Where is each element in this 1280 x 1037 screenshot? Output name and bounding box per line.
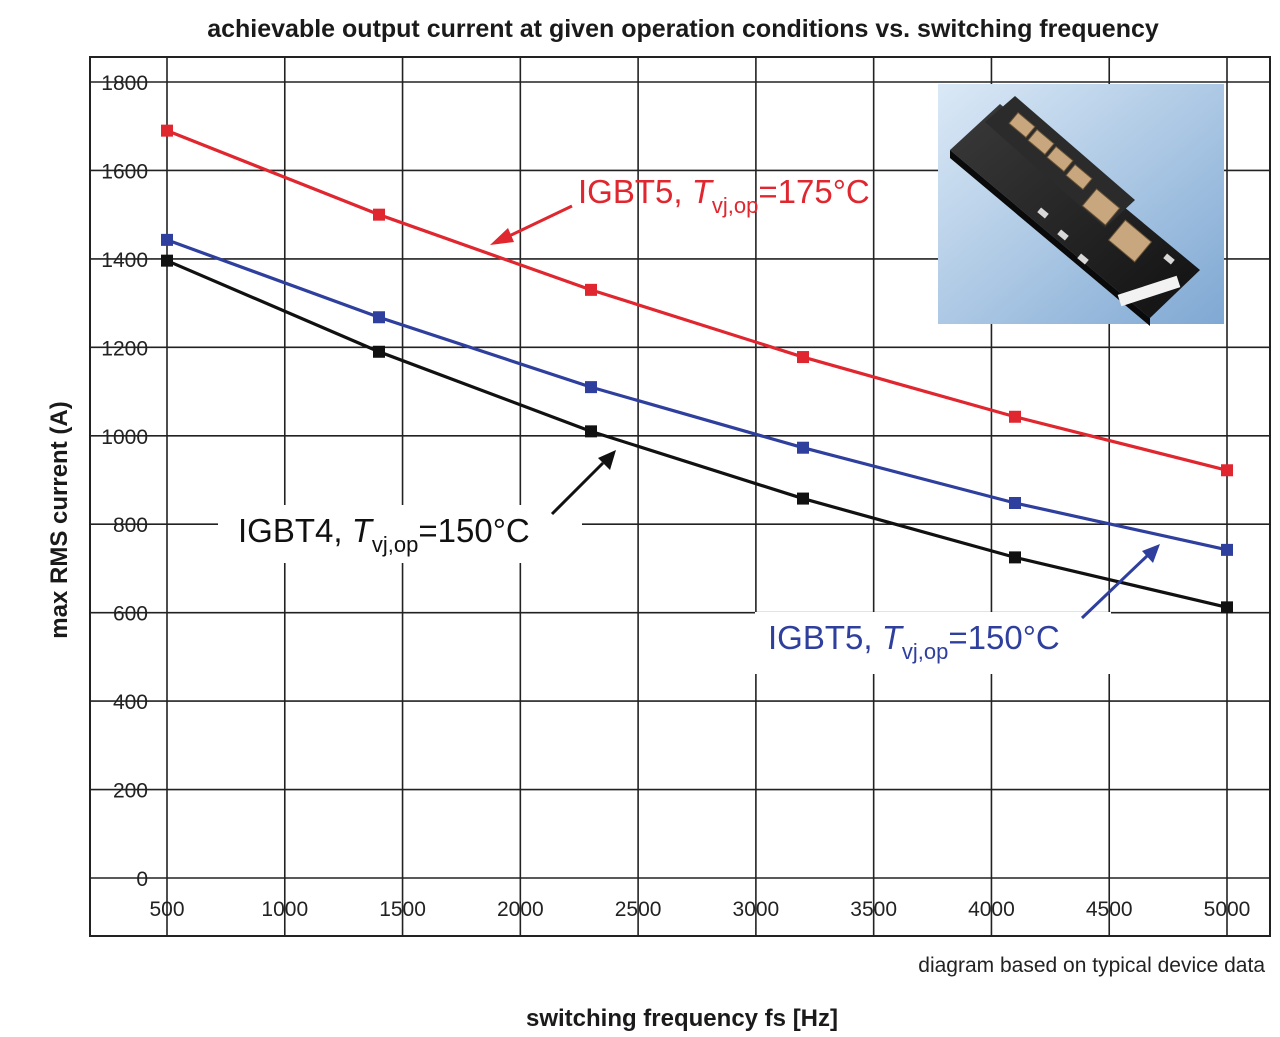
series-label-igbt5-150-main: IGBT5, [768, 619, 882, 656]
series-label-igbt5-175-T: T [692, 173, 715, 210]
series-line-igbt4-150 [166, 259, 1228, 609]
series-label-igbt5-175-main: IGBT5, [578, 173, 692, 210]
plot-frame [89, 56, 1271, 937]
series-label-igbt5-150-T: T [882, 619, 905, 656]
arrow-igbt5-150 [1080, 554, 1149, 620]
x-tick-label: 4500 [1086, 898, 1133, 921]
data-point-igbt4-150 [1221, 601, 1233, 614]
data-point-igbt5-175 [585, 283, 597, 296]
x-tick-label: 4000 [968, 898, 1015, 921]
arrow-igbt5-175 [504, 204, 573, 240]
x-tick-label: 3000 [733, 898, 780, 921]
series-label-igbt4-150-sub: vj,op [372, 532, 418, 557]
series-line-igbt5-150 [166, 238, 1228, 552]
series-igbt5-150 [161, 233, 1233, 556]
series-label-igbt5-150-sub: vj,op [902, 639, 948, 664]
x-tick-label: 5000 [1204, 898, 1251, 921]
series-label-igbt4-150-main: IGBT4, [238, 512, 352, 549]
data-point-igbt4-150 [161, 254, 173, 267]
y-tick-label: 400 [113, 691, 148, 714]
y-tick-label: 1000 [101, 426, 148, 449]
x-tick-label: 2500 [615, 898, 662, 921]
data-point-igbt4-150 [797, 492, 809, 505]
svg-text:IGBT5, Tvj,op=175°C: IGBT5, Tvj,op=175°C [578, 173, 870, 218]
igbt-module-photo [938, 84, 1224, 326]
series-label-igbt5-150-tail: =150°C [948, 619, 1059, 656]
data-point-igbt5-150 [373, 311, 385, 324]
data-point-igbt5-175 [1221, 464, 1233, 477]
annotation-arrows [490, 204, 1160, 620]
series-igbt4-150 [161, 254, 1233, 614]
data-point-igbt5-150 [1009, 496, 1021, 509]
series-layer [161, 124, 1233, 614]
series-label-igbt4-150-tail: =150°C [418, 512, 529, 549]
data-point-igbt5-175 [797, 351, 809, 364]
x-tick-label: 1000 [261, 898, 308, 921]
data-point-igbt4-150 [373, 345, 385, 358]
series-igbt5-175 [161, 124, 1233, 477]
x-tick-label: 500 [149, 898, 184, 921]
y-tick-label: 600 [113, 603, 148, 626]
series-label-igbt4-150: IGBT4, Tvj,op=150°C [218, 505, 582, 563]
arrowhead-igbt5-175 [490, 228, 514, 245]
data-point-igbt5-150 [161, 233, 173, 246]
series-line-igbt5-175 [166, 129, 1228, 472]
y-tick-label: 200 [113, 780, 148, 803]
series-label-igbt5-175-sub: vj,op [712, 193, 758, 218]
data-point-igbt4-150 [1009, 551, 1021, 564]
y-tick-label: 1800 [101, 72, 148, 95]
x-axis-title: switching frequency fs [Hz] [526, 1005, 838, 1032]
y-tick-label: 1600 [101, 160, 148, 183]
svg-text:IGBT4, Tvj,op=150°C: IGBT4, Tvj,op=150°C [238, 512, 530, 557]
svg-text:IGBT5, Tvj,op=150°C: IGBT5, Tvj,op=150°C [768, 619, 1060, 664]
arrowhead-igbt4-150 [598, 450, 616, 470]
series-label-igbt5-175: IGBT5, Tvj,op=175°C [578, 173, 870, 218]
data-point-igbt4-150 [585, 425, 597, 438]
data-point-igbt5-175 [373, 208, 385, 221]
x-tick-label: 1500 [379, 898, 426, 921]
x-tick-label: 2000 [497, 898, 544, 921]
y-tick-label: 1200 [101, 337, 148, 360]
chart-title: achievable output current at given opera… [207, 15, 1159, 43]
data-point-igbt5-150 [1221, 543, 1233, 556]
arrowhead-igbt5-150 [1142, 544, 1160, 563]
series-label-igbt4-150-T: T [352, 512, 375, 549]
x-tick-labels: 500 1000 1500 2000 2500 3000 3500 4000 4500 5000 [149, 898, 1250, 921]
data-point-igbt5-175 [1009, 410, 1021, 423]
y-axis-title: max RMS current (A) [46, 401, 73, 638]
series-label-igbt5-150: IGBT5, Tvj,op=150°C [755, 612, 1111, 674]
data-point-igbt5-150 [797, 441, 809, 454]
series-label-igbt5-175-tail: =175°C [758, 173, 869, 210]
x-tick-label: 3500 [850, 898, 897, 921]
y-tick-label: 1400 [101, 249, 148, 272]
y-tick-label: 0 [136, 868, 148, 891]
y-tick-label: 800 [113, 514, 148, 537]
arrow-igbt4-150 [550, 461, 605, 516]
data-source-note: diagram based on typical device data [918, 954, 1265, 977]
data-point-igbt5-175 [161, 124, 173, 137]
y-tick-labels: 0 200 400 600 800 1000 1200 1400 1600 1800 [101, 72, 148, 891]
data-point-igbt5-150 [585, 381, 597, 394]
